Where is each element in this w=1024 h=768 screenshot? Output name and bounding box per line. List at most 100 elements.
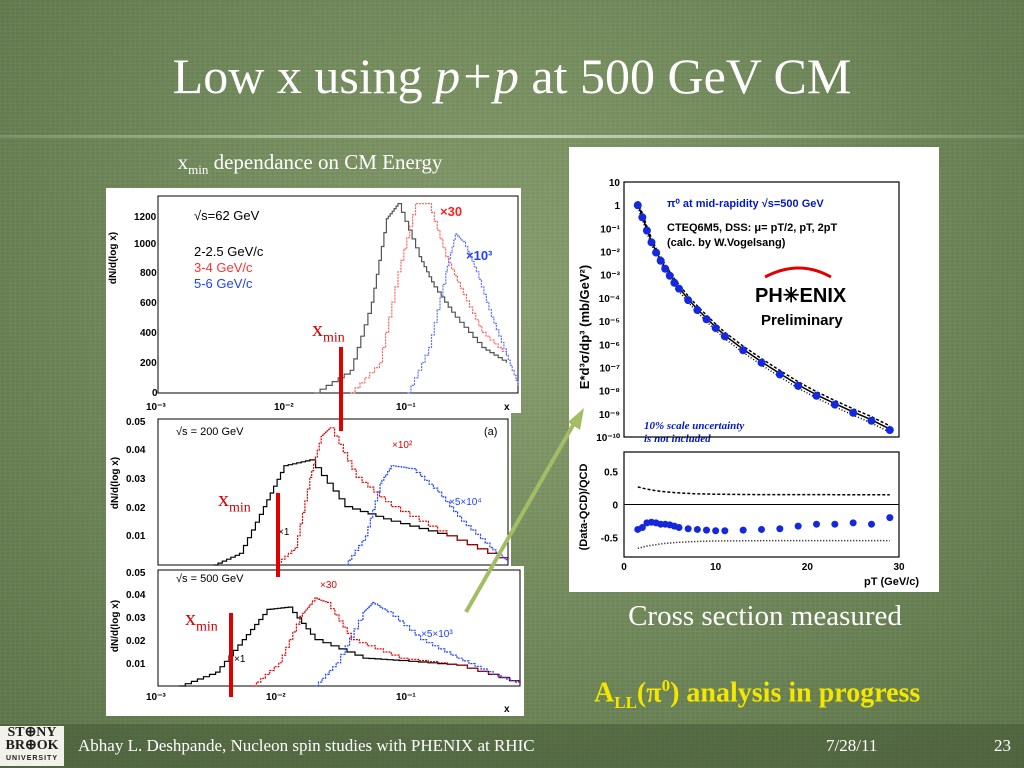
ratio-point: [794, 522, 802, 530]
xmin-label-62: xmin: [312, 316, 345, 346]
plot-62gev-svg: dN/d(log x) 1200 1000 800 600 400 200 0 …: [108, 195, 519, 413]
xtick: 10: [710, 562, 722, 573]
ytick: 10⁻⁹: [599, 410, 620, 421]
ytick: 0.05: [126, 417, 146, 428]
right-ylabel-ratio: (Data-QCD)/QCD: [578, 464, 590, 551]
panel-tag: (a): [484, 426, 497, 438]
ratio-point: [684, 525, 692, 533]
data-point: [647, 238, 656, 247]
histogram-series-1: [314, 203, 507, 394]
histogram-series-3: [344, 465, 509, 566]
plot-cross-section: E*d³σ/dp³ (mb/GeV²) (Data-QCD)/QCD π⁰ at…: [569, 147, 939, 592]
footer-bar: [0, 724, 1024, 768]
ratio-point: [721, 527, 729, 535]
plot-subtitle: xmin dependance on CM Energy: [120, 150, 500, 178]
theory-curve-2: [637, 200, 891, 427]
data-point: [638, 213, 647, 222]
ratio-band-upper: [637, 486, 890, 496]
scale-note-1: 10% scale uncertainty: [644, 420, 744, 432]
subtitle-rest: dependance on CM Energy: [208, 150, 443, 174]
plot-500gev: dN/d(log x) 0.05 0.04 0.03 0.02 0.01 10⁻…: [106, 566, 524, 716]
title-text: Low x using: [172, 48, 436, 104]
ytick: 10⁻¹⁰: [596, 433, 620, 444]
legend-energy: √s=62 GeV: [194, 208, 260, 223]
histogram-series-3: [407, 233, 519, 394]
scale-note-2: is not included: [644, 433, 711, 445]
legend-series-1: 2-2.5 GeV/c: [194, 244, 264, 259]
progress-ll: LL: [614, 692, 637, 712]
data-point: [665, 271, 674, 280]
data-point: [711, 324, 720, 333]
ytick: 10⁻³: [600, 271, 620, 282]
ratio-point: [868, 520, 875, 528]
ratio-point: [831, 520, 839, 528]
plot-top-ylabel: dN/d(log x): [108, 232, 119, 284]
slide-title: Low x using p+p at 500 GeV CM: [0, 48, 1024, 104]
scale-black: ×1: [278, 527, 290, 538]
right-legend-2: CTEQ6M5, DSS: μ= pT/2, pT, 2pT: [667, 222, 838, 234]
progress-zero: 0: [661, 676, 671, 695]
plot-cross-section-svg: E*d³σ/dp³ (mb/GeV²) (Data-QCD)/QCD π⁰ at…: [577, 178, 919, 588]
data-point: [693, 306, 702, 315]
data-point: [812, 391, 821, 400]
scale-blue: ×5×10⁴: [449, 497, 482, 508]
xtick: 10⁻¹: [396, 692, 416, 703]
scale-black: ×1: [234, 654, 246, 665]
ratio-point: [638, 523, 646, 531]
legend-series-2: 3-4 GeV/c: [194, 260, 253, 275]
progress-rest: ) analysis in progress: [670, 677, 921, 709]
title-text-end: at 500 GeV CM: [518, 48, 852, 104]
ratio-ytick: -0.5: [601, 533, 619, 544]
xmin-sub: min: [196, 619, 218, 635]
data-point: [794, 381, 803, 390]
ratio-point: [776, 525, 784, 533]
ytick: 10: [609, 178, 621, 189]
histogram-series-3: [314, 601, 521, 687]
plot-frame: [157, 418, 509, 566]
all-progress-label: ALL(π0) analysis in progress: [594, 676, 920, 713]
ytick: 400: [140, 328, 157, 339]
ytick: 0.01: [126, 659, 146, 670]
university-logo: ST⊕NY BR⊕OK UNIVERSITY: [0, 726, 64, 766]
plot-bot-ylabel: dN/d(log x): [110, 600, 121, 652]
data-point: [670, 278, 679, 287]
xtick: 30: [893, 562, 905, 573]
xmin-x: x: [218, 486, 229, 511]
data-point: [656, 256, 665, 265]
data-point: [775, 370, 784, 379]
ratio-band-lower: [637, 539, 890, 550]
right-legend-1: π⁰ at mid-rapidity √s=500 GeV: [667, 198, 824, 210]
ratio-ytick: 0: [612, 501, 618, 512]
phenix-logo-arc: [764, 266, 832, 279]
progress-a: A: [594, 677, 615, 709]
xtick: 0: [621, 562, 627, 573]
data-point: [849, 408, 858, 417]
cross-section-frame: [623, 181, 900, 438]
legend-energy: √s = 200 GeV: [176, 426, 244, 438]
xlabel: x: [504, 704, 510, 715]
ratio-point: [758, 525, 765, 533]
ratio-point: [675, 523, 683, 531]
subtitle-sub: min: [188, 162, 209, 178]
scale-red: ×30: [320, 580, 337, 591]
xmin-label-500: xmin: [185, 605, 218, 635]
footer-author: Abhay L. Deshpande, Nucleon spin studies…: [78, 736, 535, 755]
xtick: 10⁻²: [274, 402, 294, 413]
scale-red: ×30: [440, 204, 462, 219]
ytick: 0.02: [126, 503, 146, 514]
logo-line-3: UNIVERSITY: [5, 755, 58, 762]
xtick: x: [504, 402, 510, 413]
data-point: [661, 264, 670, 273]
caption-cross-section: Cross section measured: [628, 600, 902, 632]
plot-200gev-svg: dN/d(log x) 0.05 0.04 0.03 0.02 0.01 √s …: [110, 417, 509, 566]
ratio-point: [886, 514, 894, 522]
phenix-logo: PH✳ENIX: [755, 285, 847, 307]
title-divider: [0, 135, 1024, 138]
data-point: [702, 315, 711, 324]
plot-500gev-svg: dN/d(log x) 0.05 0.04 0.03 0.02 0.01 10⁻…: [110, 568, 521, 715]
ratio-point: [693, 525, 701, 533]
ytick: 200: [140, 358, 157, 369]
xmin-bar-500: [229, 613, 233, 697]
title-italic: p+p: [435, 48, 519, 104]
data-point: [633, 201, 642, 210]
